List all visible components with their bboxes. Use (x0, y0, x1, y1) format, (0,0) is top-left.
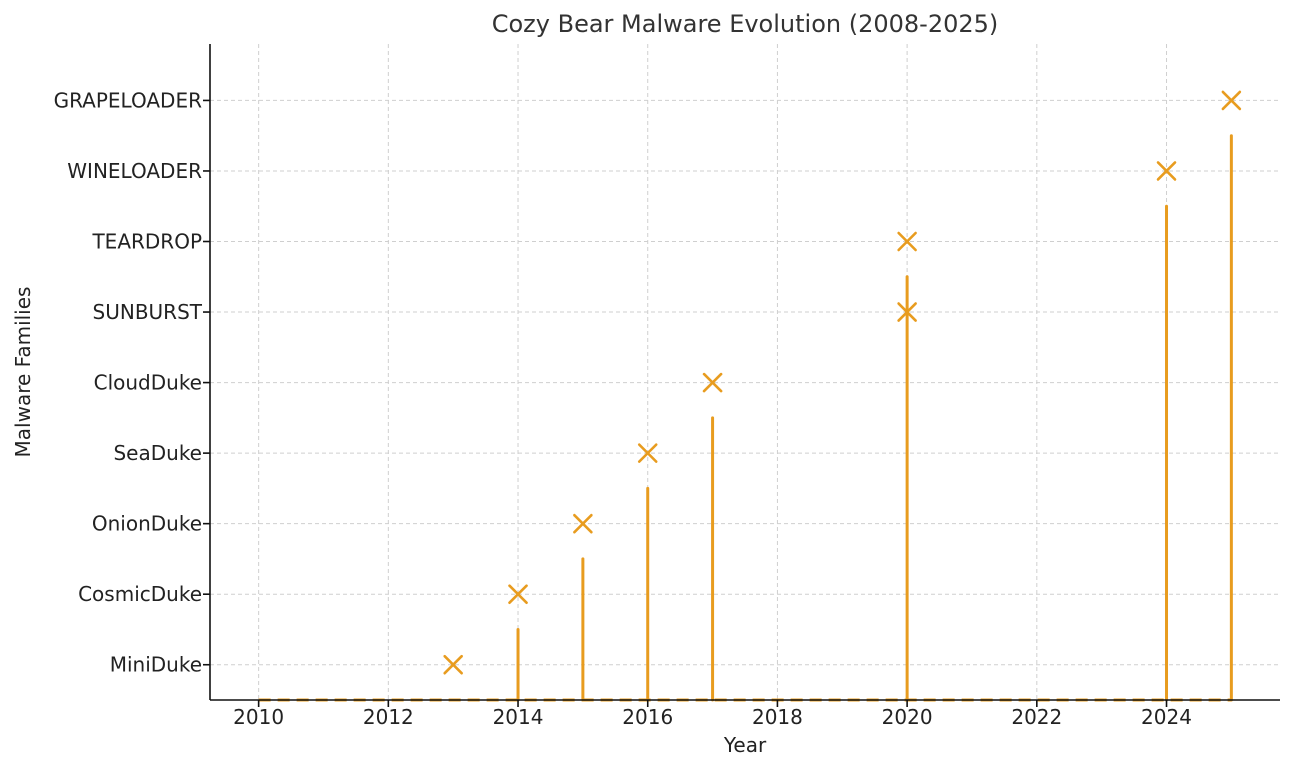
point-marker-8 (1221, 90, 1242, 111)
point-marker-stroke-b-1 (508, 584, 528, 604)
y-tick-label-1: CosmicDuke (78, 582, 202, 606)
x-tick-label-2: 2014 (493, 705, 544, 729)
point-marker-0 (443, 654, 463, 675)
point-marker-2 (573, 513, 593, 534)
y-tick-label-5: SUNBURST (93, 300, 203, 324)
point-marker-stroke-b-0 (443, 654, 463, 675)
x-tick-label-1: 2012 (363, 705, 414, 729)
stem-layer (516, 134, 1233, 702)
y-tick-label-2: OnionDuke (92, 512, 202, 536)
y-tick-label-8: GRAPELOADER (54, 88, 203, 112)
point-marker-3 (637, 443, 658, 463)
point-marker-stroke-b-6 (897, 231, 917, 252)
point-marker-stroke-b-5 (897, 302, 917, 322)
y-tick-label-0: MiniDuke (110, 653, 202, 677)
label-layer: 2010 2012 2014 2016 2018 2020 2022 2024 MiniDuke… (54, 88, 1192, 729)
point-marker-stroke-b-8 (1221, 90, 1242, 111)
x-tick-label-0: 2010 (233, 705, 284, 729)
chart-title: Cozy Bear Malware Evolution (2008-2025) (492, 10, 999, 38)
marker-layer (443, 90, 1242, 675)
y-tick-label-7: WINELOADER (67, 159, 202, 183)
x-tick-label-6: 2022 (1011, 705, 1062, 729)
point-marker-stroke-b-7 (1156, 161, 1177, 181)
point-marker-5 (897, 302, 917, 322)
x-axis-label: Year (723, 733, 767, 757)
y-tick-label-6: TEARDROP (91, 230, 202, 254)
point-marker-1 (508, 584, 528, 604)
point-marker-stroke-b-2 (573, 513, 593, 534)
point-marker-4 (702, 372, 723, 393)
point-marker-stroke-b-4 (702, 372, 723, 393)
point-marker-stroke-b-3 (637, 443, 658, 463)
x-tick-label-3: 2016 (622, 705, 673, 729)
y-axis-label: Malware Families (11, 287, 35, 458)
point-marker-7 (1156, 161, 1177, 181)
x-tick-label-7: 2024 (1141, 705, 1192, 729)
axis-layer (203, 44, 1280, 707)
y-tick-label-4: CloudDuke (94, 371, 202, 395)
point-marker-6 (897, 231, 917, 252)
x-tick-label-4: 2018 (752, 705, 803, 729)
y-tick-label-3: SeaDuke (113, 441, 202, 465)
x-tick-label-5: 2020 (882, 705, 933, 729)
